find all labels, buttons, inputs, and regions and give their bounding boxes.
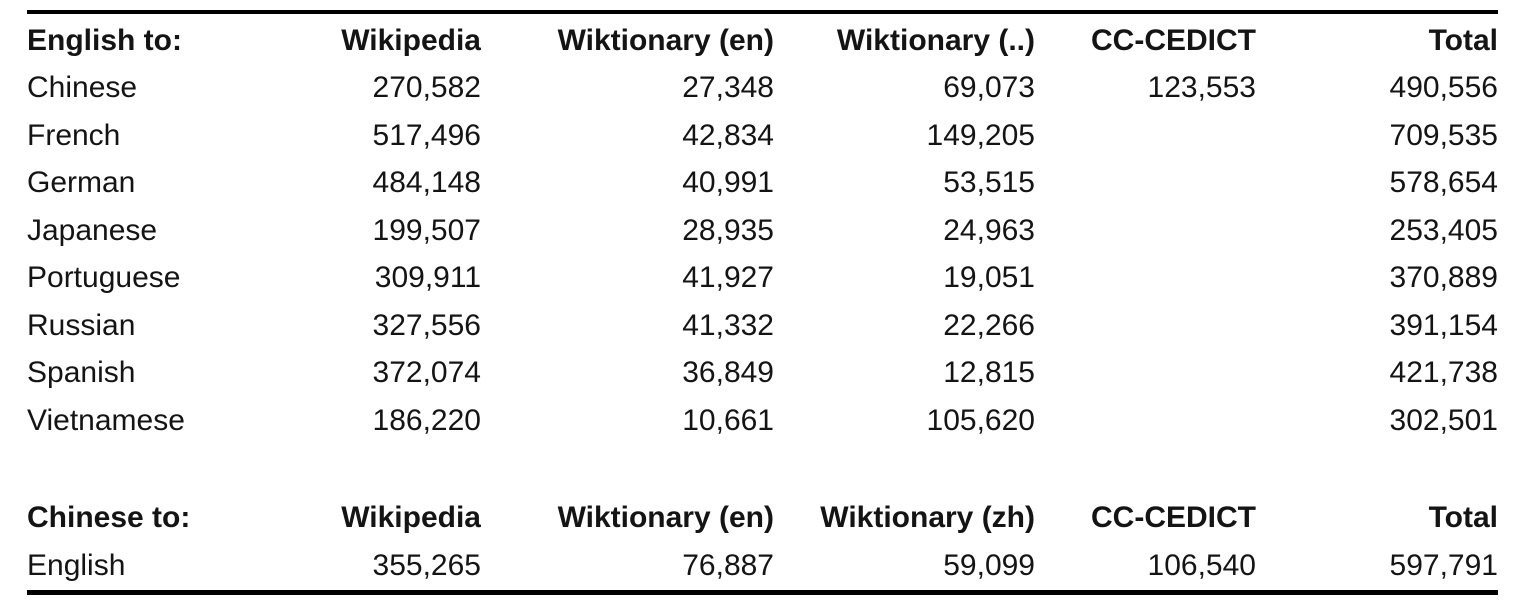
- data-cell: [1035, 302, 1256, 350]
- data-cell: 40,991: [682, 166, 774, 200]
- header-row: English to: Wikipedia Wiktionary (en) Wikti…: [27, 17, 1498, 65]
- data-cell: 484,148: [372, 166, 481, 200]
- data-cell: 19,051: [943, 261, 1035, 295]
- column-header: Wiktionary (..): [836, 23, 1035, 57]
- table-row: Russian 327,556 41,332 22,266 391,154: [27, 302, 1498, 350]
- row-label: Russian: [27, 308, 136, 342]
- data-cell: 12,815: [943, 356, 1035, 390]
- table-row: Chinese 270,582 27,348 69,073 123,553 490,556: [27, 65, 1498, 113]
- data-cell: 69,073: [943, 71, 1035, 105]
- table-row: Portuguese 309,911 41,927 19,051 370,889: [27, 255, 1498, 303]
- data-cell: 41,332: [682, 308, 774, 342]
- data-cell: 10,661: [682, 403, 774, 437]
- column-header: Wikipedia: [341, 23, 481, 57]
- table-row: Japanese 199,507 28,935 24,963 253,405: [27, 207, 1498, 255]
- data-cell: 370,889: [1389, 261, 1498, 295]
- data-cell: 270,582: [372, 71, 481, 105]
- table-row: English 355,265 76,887 59,099 106,540 597,791: [27, 542, 1498, 590]
- data-cell: 149,205: [926, 118, 1035, 152]
- data-cell: 309,911: [374, 261, 481, 295]
- data-cell: 597,791: [1389, 548, 1498, 582]
- data-cell: 36,849: [682, 356, 774, 390]
- data-cell: 106,540: [1147, 548, 1256, 582]
- table-chinese-to: Chinese to: Wikipedia Wiktionary (en) Wikti…: [27, 495, 1498, 590]
- column-header: Wiktionary (en): [557, 501, 774, 535]
- table-row: Vietnamese 186,220 10,661 105,620 302,501: [27, 397, 1498, 445]
- row-label: English: [27, 548, 126, 582]
- data-cell: 372,074: [372, 356, 481, 390]
- column-header: Wiktionary (zh): [820, 501, 1035, 535]
- data-cell: [1035, 397, 1256, 445]
- column-header: Wikipedia: [341, 501, 481, 535]
- data-cell: 186,220: [372, 403, 481, 437]
- data-cell: 490,556: [1389, 71, 1498, 105]
- data-cell: [1035, 255, 1256, 303]
- row-group-title: English to:: [27, 23, 182, 57]
- row-label: Chinese: [27, 71, 138, 105]
- data-cell: 421,738: [1389, 356, 1498, 390]
- row-label: Spanish: [27, 356, 136, 390]
- row-group-title: Chinese to:: [27, 501, 191, 535]
- column-header: Total: [1428, 501, 1498, 535]
- row-label: French: [27, 118, 121, 152]
- column-header: CC-CEDICT: [1091, 23, 1256, 57]
- data-cell: 253,405: [1389, 213, 1498, 247]
- data-cell: 53,515: [943, 166, 1035, 200]
- data-cell: 709,535: [1389, 118, 1498, 152]
- data-cell: 327,556: [372, 308, 481, 342]
- data-cell: 28,935: [682, 213, 774, 247]
- column-header: Total: [1428, 23, 1498, 57]
- data-cell: 199,507: [372, 213, 481, 247]
- table-english-to: English to: Wikipedia Wiktionary (en) Wikti…: [27, 17, 1498, 445]
- row-label: Vietnamese: [27, 403, 185, 437]
- data-cell: [1035, 350, 1256, 398]
- data-cell: 302,501: [1389, 403, 1498, 437]
- data-cell: 105,620: [926, 403, 1035, 437]
- data-cell: 578,654: [1389, 166, 1498, 200]
- data-cell: 517,496: [372, 118, 481, 152]
- header-row: Chinese to: Wikipedia Wiktionary (en) Wikti…: [27, 495, 1498, 543]
- data-cell: 24,963: [943, 213, 1035, 247]
- data-cell: 76,887: [682, 548, 774, 582]
- row-label: Japanese: [27, 213, 158, 247]
- data-cell: 42,834: [682, 118, 774, 152]
- column-header: CC-CEDICT: [1091, 501, 1256, 535]
- table-row: German 484,148 40,991 53,515 578,654: [27, 160, 1498, 208]
- data-cell: 355,265: [372, 548, 481, 582]
- data-cell: [1035, 160, 1256, 208]
- data-cell: 59,099: [943, 548, 1035, 582]
- data-cell: 391,154: [1389, 308, 1498, 342]
- data-cell: 123,553: [1147, 71, 1256, 105]
- data-cell: [1035, 112, 1256, 160]
- data-cell: 41,927: [682, 261, 774, 295]
- row-label: German: [27, 166, 136, 200]
- dictionary-coverage-sheet: English to: Wikipedia Wiktionary (en) Wikti…: [27, 10, 1498, 595]
- table-row: Spanish 372,074 36,849 12,815 421,738: [27, 350, 1498, 398]
- data-cell: 27,348: [682, 71, 774, 105]
- data-cell: 22,266: [943, 308, 1035, 342]
- table-row: French 517,496 42,834 149,205 709,535: [27, 112, 1498, 160]
- column-header: Wiktionary (en): [557, 23, 774, 57]
- data-cell: [1035, 207, 1256, 255]
- row-label: Portuguese: [27, 261, 181, 295]
